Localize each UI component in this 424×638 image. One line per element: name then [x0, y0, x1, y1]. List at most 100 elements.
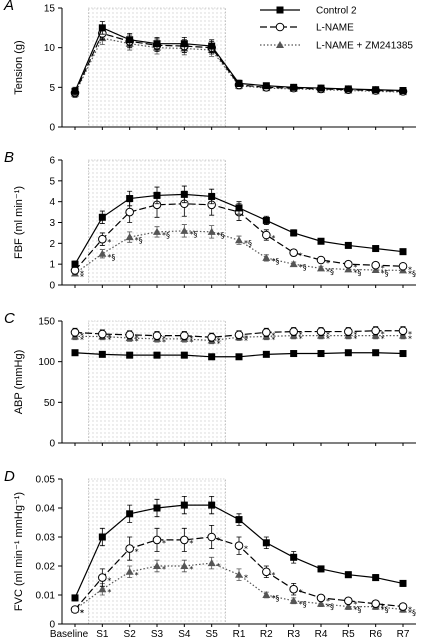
significance-mark: *§ — [381, 606, 389, 615]
significance-mark: * — [107, 588, 111, 597]
data-point — [344, 602, 353, 610]
data-point — [262, 328, 271, 337]
data-point — [98, 573, 107, 582]
significance-mark: * — [244, 336, 248, 345]
data-point — [372, 349, 380, 357]
stimulation-region — [88, 159, 226, 286]
y-tick-label: 0.04 — [36, 504, 56, 515]
data-point — [70, 266, 80, 275]
data-point — [235, 570, 243, 578]
significance-mark: * — [381, 603, 385, 612]
significance-mark: * — [326, 259, 330, 268]
data-point — [290, 229, 298, 237]
data-point — [98, 329, 107, 339]
data-point — [235, 204, 243, 212]
panel-letter: B — [4, 149, 14, 166]
significance-mark: * — [408, 335, 412, 344]
significance-mark: *§ — [326, 603, 334, 612]
legend-entry: L-NAME — [260, 23, 354, 34]
significance-mark: *§ — [299, 600, 307, 609]
data-point — [180, 562, 189, 569]
data-point — [153, 562, 161, 569]
data-point — [208, 42, 216, 50]
panel-letter: D — [4, 468, 15, 485]
data-point — [262, 216, 270, 224]
significance-mark: * — [271, 335, 275, 344]
data-point — [70, 328, 80, 337]
significance-mark: * — [353, 335, 357, 344]
data-point — [317, 350, 325, 358]
significance-mark: * — [162, 338, 166, 347]
data-point — [180, 535, 189, 545]
y-tick-label: 0.05 — [36, 475, 56, 486]
significance-mark: * — [107, 333, 111, 342]
significance-mark: * — [135, 334, 139, 343]
x-tick-label: S4 — [178, 629, 191, 638]
data-point — [235, 79, 243, 87]
data-point — [235, 516, 243, 524]
data-point — [316, 593, 326, 603]
data-point — [317, 237, 325, 245]
data-point — [180, 226, 189, 234]
significance-mark: * — [326, 331, 330, 340]
significance-mark: * — [271, 331, 275, 340]
significance-mark: * — [326, 335, 330, 344]
legend-label: L-NAME + ZM241385 — [316, 41, 413, 52]
data-point — [98, 249, 107, 257]
significance-mark: * — [162, 565, 166, 574]
data-point — [98, 213, 106, 221]
stimulation-region — [88, 7, 226, 128]
significance-mark: * — [162, 335, 166, 344]
data-point — [152, 331, 162, 340]
significance-mark: * — [299, 331, 303, 340]
series-control-2 — [71, 496, 407, 602]
data-point — [98, 350, 106, 358]
y-axis-label: Tension (g) — [13, 40, 25, 94]
data-point — [262, 230, 271, 240]
significance-mark: * — [408, 606, 412, 615]
significance-mark: * — [189, 338, 193, 347]
y-axis-label: FVC (ml min⁻¹ mmHg⁻¹) — [13, 492, 25, 611]
data-point — [235, 353, 243, 361]
data-point — [71, 87, 79, 95]
data-point — [398, 602, 408, 611]
data-point — [71, 349, 79, 357]
y-tick-label: 0 — [49, 620, 55, 631]
significance-mark: * — [217, 562, 221, 571]
data-point — [290, 553, 298, 561]
data-point — [344, 241, 352, 249]
y-tick-label: 5 — [49, 83, 55, 94]
significance-mark: *§ — [135, 236, 143, 245]
data-point — [180, 190, 188, 198]
data-point — [207, 332, 216, 342]
significance-mark: * — [353, 331, 357, 340]
series-control-2 — [71, 185, 407, 268]
data-point — [125, 544, 134, 553]
data-point — [289, 596, 298, 604]
x-tick-label: S2 — [124, 629, 137, 638]
data-point — [262, 567, 271, 577]
significance-mark: * — [189, 539, 193, 548]
significance-mark: * — [217, 340, 221, 349]
data-point — [152, 535, 162, 545]
legend-label: Control 2 — [316, 6, 357, 17]
data-point — [289, 584, 298, 594]
y-tick-label: 150 — [38, 317, 55, 328]
x-tick-label: R5 — [342, 629, 355, 638]
data-point — [371, 599, 380, 609]
significance-mark: * — [189, 565, 193, 574]
data-point — [234, 541, 244, 551]
data-point — [207, 559, 216, 567]
significance-mark: *§ — [381, 269, 389, 278]
data-point — [126, 510, 134, 518]
y-tick-label: 6 — [49, 156, 55, 167]
significance-mark: * — [271, 571, 275, 580]
data-point — [262, 350, 270, 358]
y-tick-label: 50 — [44, 398, 56, 409]
significance-mark: * — [162, 539, 166, 548]
data-point — [125, 207, 134, 217]
data-point — [125, 567, 134, 575]
data-point — [235, 236, 243, 244]
data-point — [153, 504, 161, 512]
